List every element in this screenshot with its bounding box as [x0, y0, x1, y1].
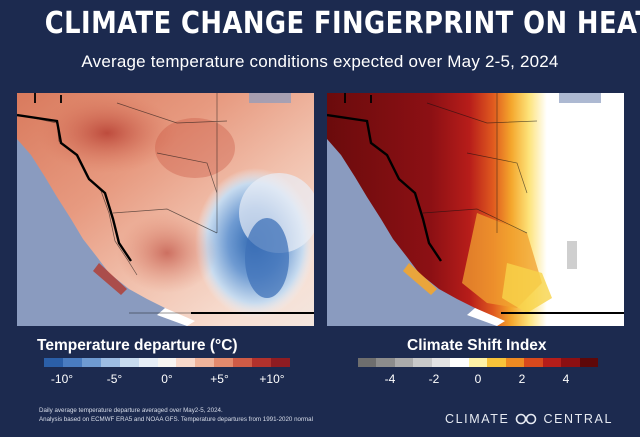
footnote-line-1: Daily average temperature departure aver… [39, 407, 223, 414]
temperature-color-scale [44, 358, 290, 367]
csi-scale-swatch [579, 358, 599, 367]
temperature-scale-swatch [214, 358, 234, 367]
csi-tick-label: -2 [428, 372, 440, 386]
temperature-tick-label: +5° [210, 372, 229, 386]
temperature-scale-swatch [233, 358, 253, 367]
brand-right-text: CENTRAL [543, 412, 613, 426]
page-subtitle: Average temperature conditions expected … [81, 52, 559, 71]
temperature-tick-label: 0° [161, 372, 173, 386]
csi-scale-swatch [487, 358, 506, 367]
footnote: Daily average temperature departure aver… [39, 407, 313, 424]
csi-scale-swatch [542, 358, 562, 367]
temperature-scale-swatch [138, 358, 158, 367]
temperature-tick-label: -5° [106, 372, 123, 386]
csi-scale-swatch [394, 358, 414, 367]
csi-ticks: -4 -2 0 2 4 [358, 372, 598, 388]
temperature-scale-swatch [157, 358, 177, 367]
temperature-scale-swatch [252, 358, 272, 367]
temperature-departure-map [17, 93, 314, 326]
temperature-tick-label: -10° [50, 372, 74, 386]
temperature-ticks: -10° -5° 0° +5° +10° [44, 372, 290, 388]
csi-scale-swatch [358, 358, 377, 367]
temperature-scale-swatch [271, 358, 290, 367]
csi-scale-swatch [450, 358, 469, 367]
brand-left-text: CLIMATE [445, 412, 510, 426]
csi-scale-swatch [524, 358, 543, 367]
csi-scale-swatch [413, 358, 432, 367]
csi-scale-swatch [376, 358, 395, 367]
climate-shift-index-map [327, 93, 624, 326]
temperature-tick-label: +10° [259, 372, 285, 386]
climate-central-brand: CLIMATE CENTRAL [445, 412, 613, 426]
csi-scale-swatch [505, 358, 525, 367]
footnote-line-2: Analysis based on ECMWF ERA5 and NOAA GF… [39, 415, 313, 423]
csi-scale-swatch [431, 358, 451, 367]
temperature-scale-swatch [100, 358, 120, 367]
temperature-legend-title: Temperature departure (°C) [37, 337, 238, 354]
climate-central-logo-icon [516, 413, 537, 425]
csi-tick-label: 0 [474, 372, 482, 386]
temperature-scale-swatch [119, 358, 139, 367]
csi-tick-label: -4 [384, 372, 396, 386]
temperature-scale-swatch [62, 358, 82, 367]
csi-legend-title: Climate Shift Index [407, 337, 547, 354]
page-title: CLIMATE CHANGE FINGERPRINT ON HEAT [44, 6, 640, 41]
temperature-scale-swatch [81, 358, 101, 367]
temperature-scale-swatch [176, 358, 196, 367]
csi-tick-label: 2 [518, 372, 526, 386]
csi-scale-swatch [561, 358, 580, 367]
csi-tick-label: 4 [562, 372, 570, 386]
csi-scale-swatch [468, 358, 488, 367]
temperature-scale-swatch [44, 358, 63, 367]
temperature-scale-swatch [195, 358, 215, 367]
csi-color-scale [358, 358, 599, 367]
